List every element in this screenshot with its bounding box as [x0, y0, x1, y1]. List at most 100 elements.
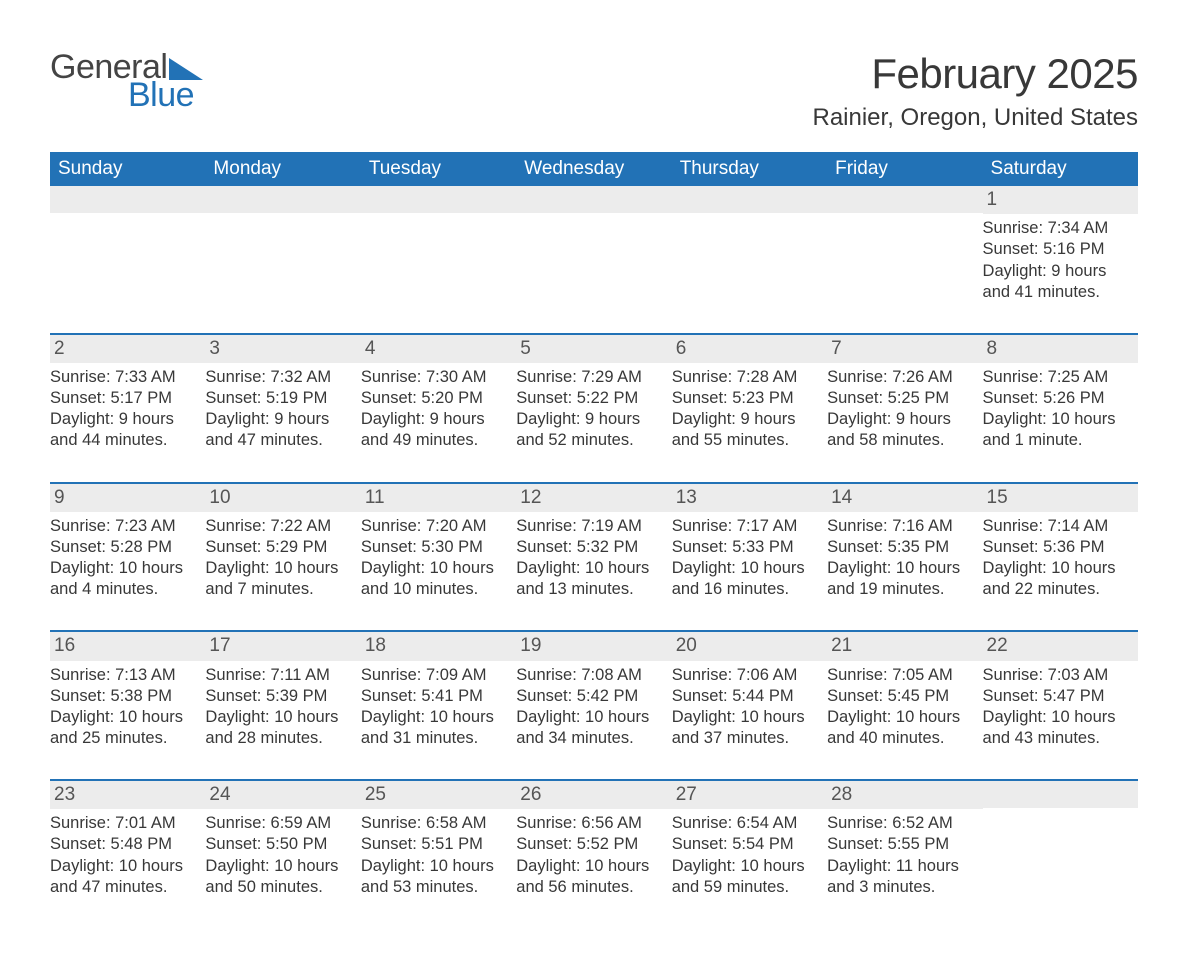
sunrise-text: Sunrise: 7:06 AM: [672, 665, 819, 686]
calendar-day: 9Sunrise: 7:23 AMSunset: 5:28 PMDaylight…: [50, 484, 205, 631]
daylight-text: Daylight: 10 hours and 34 minutes.: [516, 707, 663, 749]
sunrise-text: Sunrise: 7:33 AM: [50, 367, 197, 388]
calendar-week: 1Sunrise: 7:34 AMSunset: 5:16 PMDaylight…: [50, 186, 1138, 333]
daylight-text: Daylight: 11 hours and 3 minutes.: [827, 856, 974, 898]
sunrise-text: Sunrise: 7:25 AM: [983, 367, 1130, 388]
day-number: 8: [983, 335, 1138, 363]
calendar-day: 27 Sunrise: 6:54 AMSunset: 5:54 PMDayligh…: [672, 781, 827, 928]
calendar-day: [361, 186, 516, 333]
daylight-text: Daylight: 9 hours and 55 minutes.: [672, 409, 819, 451]
daylight-text: Daylight: 9 hours and 49 minutes.: [361, 409, 508, 451]
day-number: 15: [983, 484, 1138, 512]
calendar-day: 11Sunrise: 7:20 AMSunset: 5:30 PMDayligh…: [361, 484, 516, 631]
sunset-text: Sunset: 5:36 PM: [983, 537, 1130, 558]
daylight-text: Daylight: 10 hours and 19 minutes.: [827, 558, 974, 600]
daylight-text: Daylight: 10 hours and 50 minutes.: [205, 856, 352, 898]
day-number: 2: [50, 335, 205, 363]
weekday-header: Saturday: [983, 152, 1138, 186]
calendar-day: 12Sunrise: 7:19 AMSunset: 5:32 PMDayligh…: [516, 484, 671, 631]
day-number: 7: [827, 335, 982, 363]
daylight-text: Daylight: 10 hours and 25 minutes.: [50, 707, 197, 749]
day-number: 9: [50, 484, 205, 512]
daylight-text: Daylight: 9 hours and 58 minutes.: [827, 409, 974, 451]
sunrise-text: Sunrise: 6:54 AM: [672, 813, 819, 834]
sunset-text: Sunset: 5:50 PM: [205, 834, 352, 855]
day-number: [672, 186, 827, 213]
daylight-text: Daylight: 9 hours and 41 minutes.: [983, 261, 1130, 303]
day-number: 18: [361, 632, 516, 660]
calendar-day: 3Sunrise: 7:32 AMSunset: 5:19 PMDaylight…: [205, 335, 360, 482]
day-number: [983, 781, 1138, 808]
sunset-text: Sunset: 5:17 PM: [50, 388, 197, 409]
sunset-text: Sunset: 5:51 PM: [361, 834, 508, 855]
sunset-text: Sunset: 5:45 PM: [827, 686, 974, 707]
day-number: 17: [205, 632, 360, 660]
sunset-text: Sunset: 5:48 PM: [50, 834, 197, 855]
daylight-text: Daylight: 10 hours and 31 minutes.: [361, 707, 508, 749]
weekday-header: Monday: [205, 152, 360, 186]
daylight-text: Daylight: 10 hours and 37 minutes.: [672, 707, 819, 749]
calendar-day: [205, 186, 360, 333]
calendar-day: 24Sunrise: 6:59 AMSunset: 5:50 PMDayligh…: [205, 781, 360, 928]
sunrise-text: Sunrise: 6:58 AM: [361, 813, 508, 834]
weekday-header: Sunday: [50, 152, 205, 186]
sunrise-text: Sunrise: 7:19 AM: [516, 516, 663, 537]
day-number: 12: [516, 484, 671, 512]
calendar-week: 2Sunrise: 7:33 AMSunset: 5:17 PMDaylight…: [50, 333, 1138, 482]
calendar-day: 5Sunrise: 7:29 AMSunset: 5:22 PMDaylight…: [516, 335, 671, 482]
day-number: 4: [361, 335, 516, 363]
calendar-week: 16Sunrise: 7:13 AMSunset: 5:38 PMDayligh…: [50, 630, 1138, 779]
calendar-day: 16Sunrise: 7:13 AMSunset: 5:38 PMDayligh…: [50, 632, 205, 779]
day-number: 21: [827, 632, 982, 660]
sunrise-text: Sunrise: 7:34 AM: [983, 218, 1130, 239]
calendar-day: [827, 186, 982, 333]
header: General Blue February 2025 Rainier, Oreg…: [50, 50, 1138, 132]
calendar: Sunday Monday Tuesday Wednesday Thursday…: [50, 152, 1138, 928]
calendar-day: 22Sunrise: 7:03 AMSunset: 5:47 PMDayligh…: [983, 632, 1138, 779]
sunset-text: Sunset: 5:54 PM: [672, 834, 819, 855]
weekday-header: Wednesday: [516, 152, 671, 186]
sunrise-text: Sunrise: 7:20 AM: [361, 516, 508, 537]
logo: General Blue: [50, 50, 203, 112]
daylight-text: Daylight: 10 hours and 7 minutes.: [205, 558, 352, 600]
calendar-week: 9Sunrise: 7:23 AMSunset: 5:28 PMDaylight…: [50, 482, 1138, 631]
daylight-text: Daylight: 10 hours and 59 minutes.: [672, 856, 819, 898]
daylight-text: Daylight: 10 hours and 13 minutes.: [516, 558, 663, 600]
calendar-day: [50, 186, 205, 333]
sunset-text: Sunset: 5:52 PM: [516, 834, 663, 855]
calendar-week: 23Sunrise: 7:01 AMSunset: 5:48 PMDayligh…: [50, 779, 1138, 928]
day-number: 28: [827, 781, 982, 809]
sunrise-text: Sunrise: 7:03 AM: [983, 665, 1130, 686]
sunrise-text: Sunrise: 7:13 AM: [50, 665, 197, 686]
calendar-day: 23Sunrise: 7:01 AMSunset: 5:48 PMDayligh…: [50, 781, 205, 928]
sunset-text: Sunset: 5:26 PM: [983, 388, 1130, 409]
calendar-day: 6Sunrise: 7:28 AMSunset: 5:23 PMDaylight…: [672, 335, 827, 482]
calendar-day: 19Sunrise: 7:08 AMSunset: 5:42 PMDayligh…: [516, 632, 671, 779]
sunrise-text: Sunrise: 7:16 AM: [827, 516, 974, 537]
sunrise-text: Sunrise: 7:32 AM: [205, 367, 352, 388]
daylight-text: Daylight: 9 hours and 44 minutes.: [50, 409, 197, 451]
sunset-text: Sunset: 5:22 PM: [516, 388, 663, 409]
day-number: 24: [205, 781, 360, 809]
daylight-text: Daylight: 10 hours and 10 minutes.: [361, 558, 508, 600]
daylight-text: Daylight: 10 hours and 4 minutes.: [50, 558, 197, 600]
sunrise-text: Sunrise: 7:01 AM: [50, 813, 197, 834]
day-number: 13: [672, 484, 827, 512]
day-number: [361, 186, 516, 213]
daylight-text: Daylight: 10 hours and 1 minute.: [983, 409, 1130, 451]
sunrise-text: Sunrise: 7:22 AM: [205, 516, 352, 537]
calendar-day: 26Sunrise: 6:56 AMSunset: 5:52 PMDayligh…: [516, 781, 671, 928]
calendar-day: 25Sunrise: 6:58 AMSunset: 5:51 PMDayligh…: [361, 781, 516, 928]
calendar-day: [672, 186, 827, 333]
sunset-text: Sunset: 5:44 PM: [672, 686, 819, 707]
sunset-text: Sunset: 5:39 PM: [205, 686, 352, 707]
calendar-day: 13Sunrise: 7:17 AMSunset: 5:33 PMDayligh…: [672, 484, 827, 631]
sunset-text: Sunset: 5:28 PM: [50, 537, 197, 558]
calendar-day: 10Sunrise: 7:22 AMSunset: 5:29 PMDayligh…: [205, 484, 360, 631]
daylight-text: Daylight: 9 hours and 47 minutes.: [205, 409, 352, 451]
day-number: [516, 186, 671, 213]
day-number: 3: [205, 335, 360, 363]
month-title: February 2025: [812, 50, 1138, 98]
day-number: 27: [672, 781, 827, 809]
day-number: [827, 186, 982, 213]
